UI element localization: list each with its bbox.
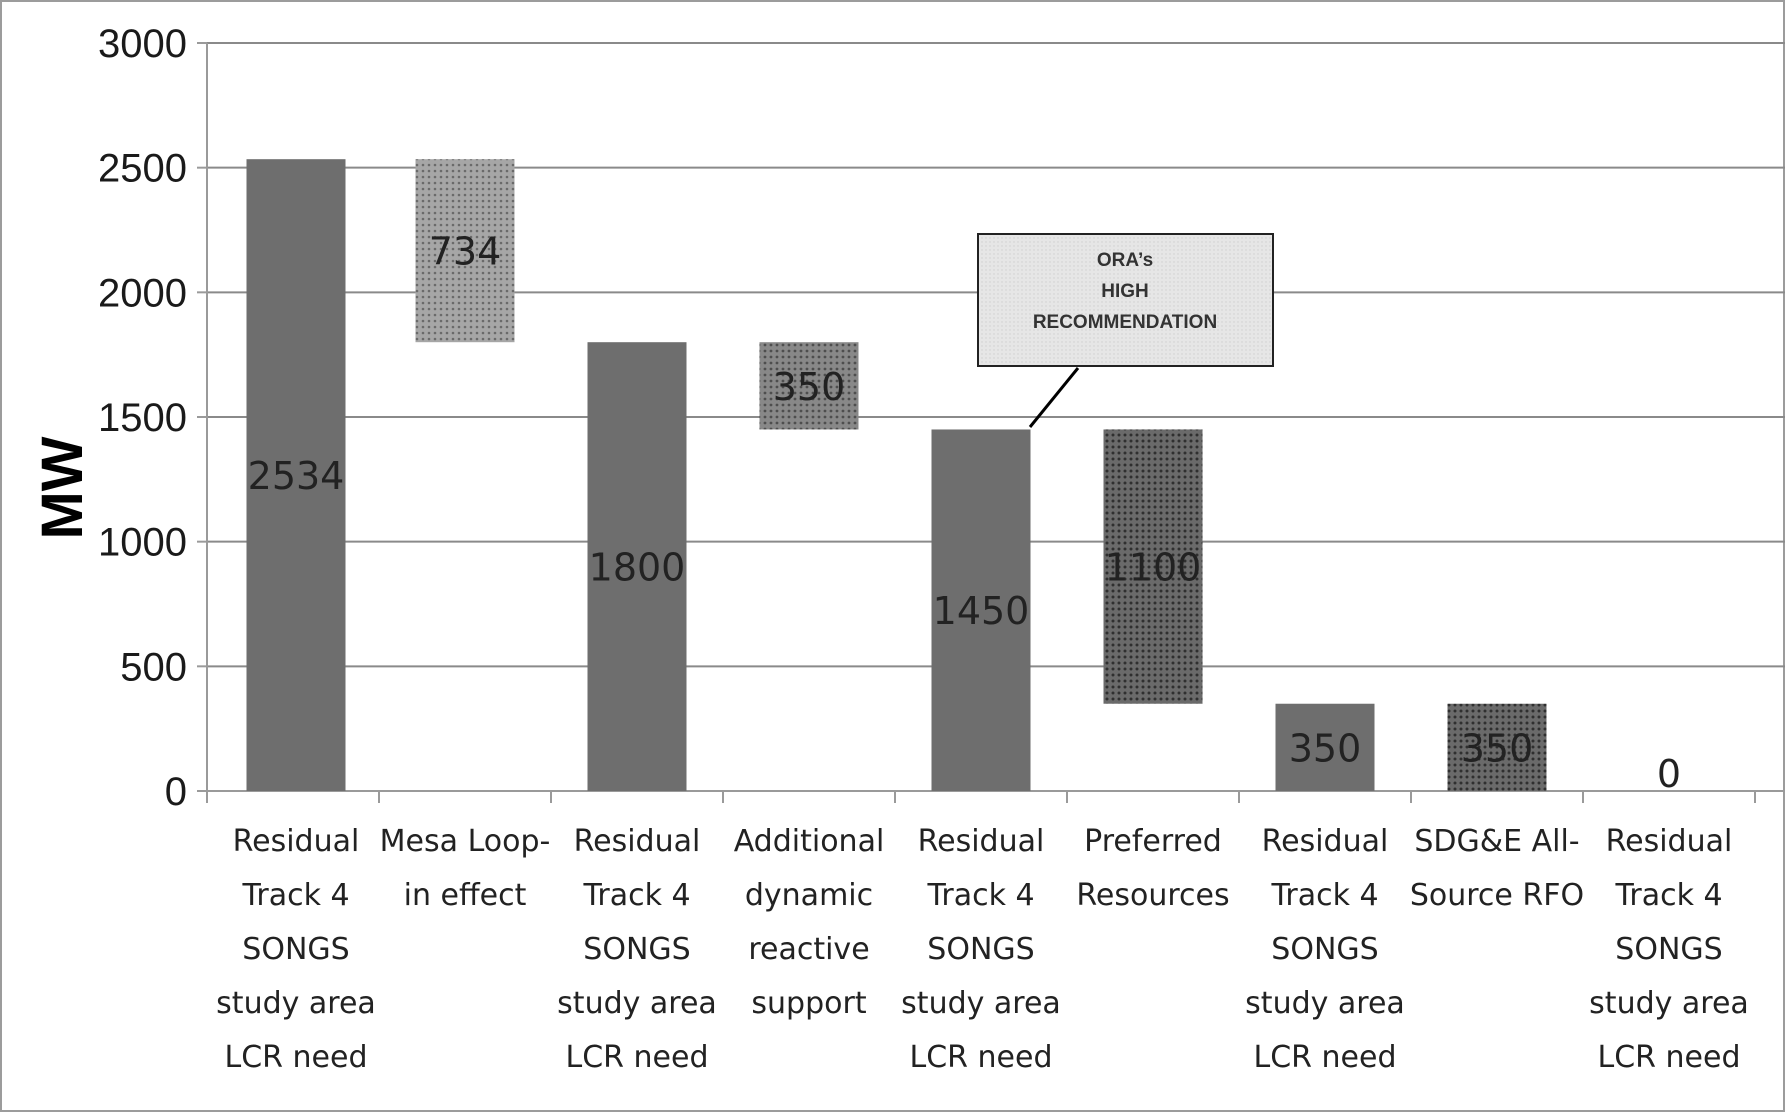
x-category-label-5: Residual Track 4 SONGS study area LCR need — [901, 824, 1061, 1075]
y-tick-label: 1000 — [98, 521, 187, 565]
y-tick-label: 0 — [165, 770, 187, 814]
y-tick-label: 3000 — [98, 22, 187, 66]
x-category-label-8: SDG&E All-Source RFO — [1410, 824, 1584, 913]
y-tick-label: 2500 — [98, 147, 187, 191]
y-tick-label: 2000 — [98, 271, 187, 315]
bar-3 — [587, 342, 687, 791]
bar-2 — [415, 159, 515, 343]
bar-8 — [1447, 703, 1547, 791]
x-category-label-3: Residual Track 4 SONGS study area LCR need — [557, 824, 717, 1075]
data-label-9: 0 — [1657, 752, 1681, 796]
data-label-6: 1100 — [1105, 546, 1202, 590]
bar-1 — [246, 159, 346, 791]
x-category-label-6: Preferred Resources — [1076, 824, 1229, 913]
bars — [246, 159, 1547, 791]
x-category-label-9: Residual Track 4 SONGS study area LCR need — [1589, 824, 1749, 1075]
x-category-labels: Residual Track 4 SONGS study area LCR needMe… — [216, 824, 1749, 1075]
x-category-label-7: Residual Track 4 SONGS study area LCR need — [1245, 824, 1405, 1075]
data-label-5: 1450 — [933, 589, 1030, 633]
callout-pointer — [1028, 367, 1080, 428]
value-labels: 2534 734 1800 350 1450 1100 350 350 0 — [248, 230, 1681, 796]
annotation-callout: ORA’s HIGH RECOMMENDATION — [977, 233, 1274, 428]
data-label-1: 2534 — [248, 454, 345, 498]
data-label-7: 350 — [1289, 726, 1362, 770]
bar-5 — [931, 429, 1031, 791]
data-label-3: 1800 — [589, 546, 686, 590]
data-label-2: 734 — [429, 230, 502, 274]
y-tick-label: 1500 — [98, 396, 187, 440]
data-label-8: 350 — [1461, 726, 1534, 770]
y-tick-label: 500 — [120, 645, 187, 689]
x-category-label-2: Mesa Loop-in effect — [380, 824, 551, 913]
y-tick-labels: 0 500 1000 1500 2000 2500 3000 — [98, 22, 187, 814]
y-axis-label: MW — [30, 436, 95, 539]
x-category-label-1: Residual Track 4 SONGS study area LCR need — [216, 824, 376, 1075]
callout-box — [977, 233, 1274, 367]
bar-7 — [1275, 703, 1375, 791]
callout-text: ORA’s HIGH RECOMMENDATION — [1033, 250, 1217, 333]
x-category-label-4: Additional dynamic reactive support — [734, 824, 885, 1021]
bar-6 — [1103, 429, 1203, 704]
data-label-4: 350 — [773, 365, 846, 409]
bar-4 — [759, 342, 859, 430]
